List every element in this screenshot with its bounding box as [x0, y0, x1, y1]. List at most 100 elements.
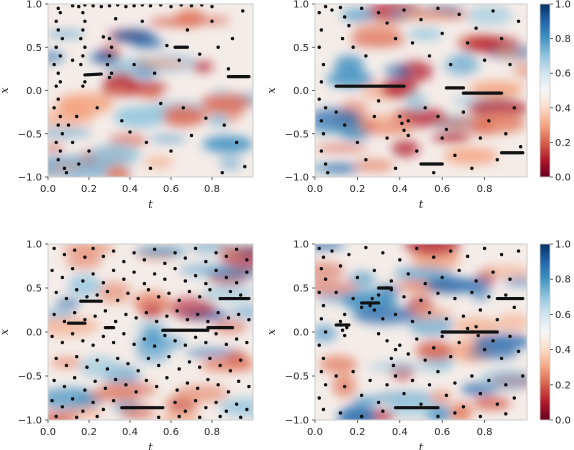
x-tick-label: 0.0 [40, 427, 56, 438]
data-point [56, 28, 60, 32]
heatmap-blob [358, 124, 415, 135]
data-point [319, 266, 324, 271]
colorbar: 0.0 0.2 0.4 0.6 0.8 1.0 [539, 0, 571, 184]
data-point [512, 106, 516, 110]
heatmap-blob [404, 244, 461, 256]
colorbar-tick-label: 0.8 [555, 34, 571, 45]
colorbar-tick-label: 1.0 [555, 0, 571, 11]
data-point [364, 245, 368, 250]
y-tick-label: −0.5 [285, 129, 309, 140]
data-point [512, 305, 516, 310]
heatmap-blob [415, 341, 454, 361]
heatmap-blob [315, 261, 345, 280]
data-point [66, 123, 71, 127]
data-point [247, 317, 251, 322]
data-point [321, 303, 326, 308]
x-tick-label: 0.4 [122, 427, 138, 438]
data-point [81, 10, 85, 15]
data-point [432, 170, 436, 175]
heatmap-blob [326, 70, 374, 88]
heatmap-blob [108, 133, 147, 148]
data-point [107, 4, 112, 8]
data-point [474, 26, 478, 30]
data-point [444, 393, 449, 398]
data-point [216, 310, 220, 315]
data-point [470, 290, 474, 295]
data-point [124, 383, 128, 387]
data-point [167, 354, 171, 359]
x-tick-label: 0.6 [434, 427, 450, 438]
y-tick-label: −0.5 [18, 129, 42, 140]
data-point [317, 97, 321, 101]
data-point [243, 164, 247, 169]
data-points [52, 4, 251, 175]
data-point [351, 369, 355, 374]
data-point [159, 101, 163, 106]
data-point [159, 4, 163, 7]
colorbar-tick-label: 0.0 [555, 416, 571, 427]
data-point [321, 132, 326, 136]
data-point [105, 367, 110, 371]
colorbar-gradient [539, 243, 551, 421]
data-point [436, 414, 440, 419]
data-point [52, 246, 56, 251]
data-point [134, 390, 138, 394]
heatmap-blob [142, 325, 163, 347]
heatmap-blob [352, 22, 402, 45]
data-point [124, 4, 128, 9]
data-point [140, 4, 144, 7]
heatmap-blob [443, 55, 480, 76]
data-point [124, 312, 128, 317]
data-point [185, 381, 190, 385]
data-point [60, 340, 65, 345]
data-point [222, 123, 226, 127]
data-point [54, 84, 58, 88]
data-point [56, 123, 60, 127]
data-point [91, 272, 95, 276]
heatmap-blob [397, 11, 449, 21]
heatmap-blob [368, 362, 422, 372]
data-point [183, 279, 188, 283]
heatmap-blob [315, 279, 359, 296]
data-point [62, 166, 67, 171]
data-point [359, 393, 364, 398]
data-point [99, 4, 104, 9]
data-point [144, 140, 149, 145]
data-point [214, 251, 218, 255]
data-point [146, 288, 151, 292]
data-point [406, 133, 410, 138]
data-point [103, 386, 108, 391]
heatmap-blob [315, 143, 368, 153]
data-point [389, 356, 394, 361]
data-point [482, 246, 487, 251]
data-point [368, 303, 372, 308]
heatmap-field [48, 4, 253, 177]
data-point [177, 58, 181, 62]
heatmap-blob [133, 58, 188, 69]
data-point [60, 132, 65, 136]
y-tick-label: 0.0 [293, 86, 309, 97]
data-point [368, 378, 372, 383]
heatmap-blob [106, 164, 130, 177]
data-point [152, 344, 157, 348]
heatmap-blob [380, 79, 418, 98]
heatmap-blob [131, 38, 165, 50]
data-point [245, 270, 249, 274]
data-point [109, 45, 114, 49]
data-point [200, 4, 204, 7]
heatmap-blob [149, 17, 197, 27]
data-point [111, 268, 116, 273]
data-point [393, 312, 398, 317]
data-point [54, 290, 58, 295]
heatmap-blob [65, 252, 102, 270]
data-points [317, 245, 525, 419]
data-point [323, 162, 328, 166]
y-tick-label: 0.0 [26, 328, 42, 339]
data-point [453, 411, 457, 415]
data-point [167, 291, 171, 295]
data-point [142, 337, 147, 341]
data-point [116, 356, 120, 361]
data-point [342, 15, 347, 19]
data-point [144, 378, 149, 383]
